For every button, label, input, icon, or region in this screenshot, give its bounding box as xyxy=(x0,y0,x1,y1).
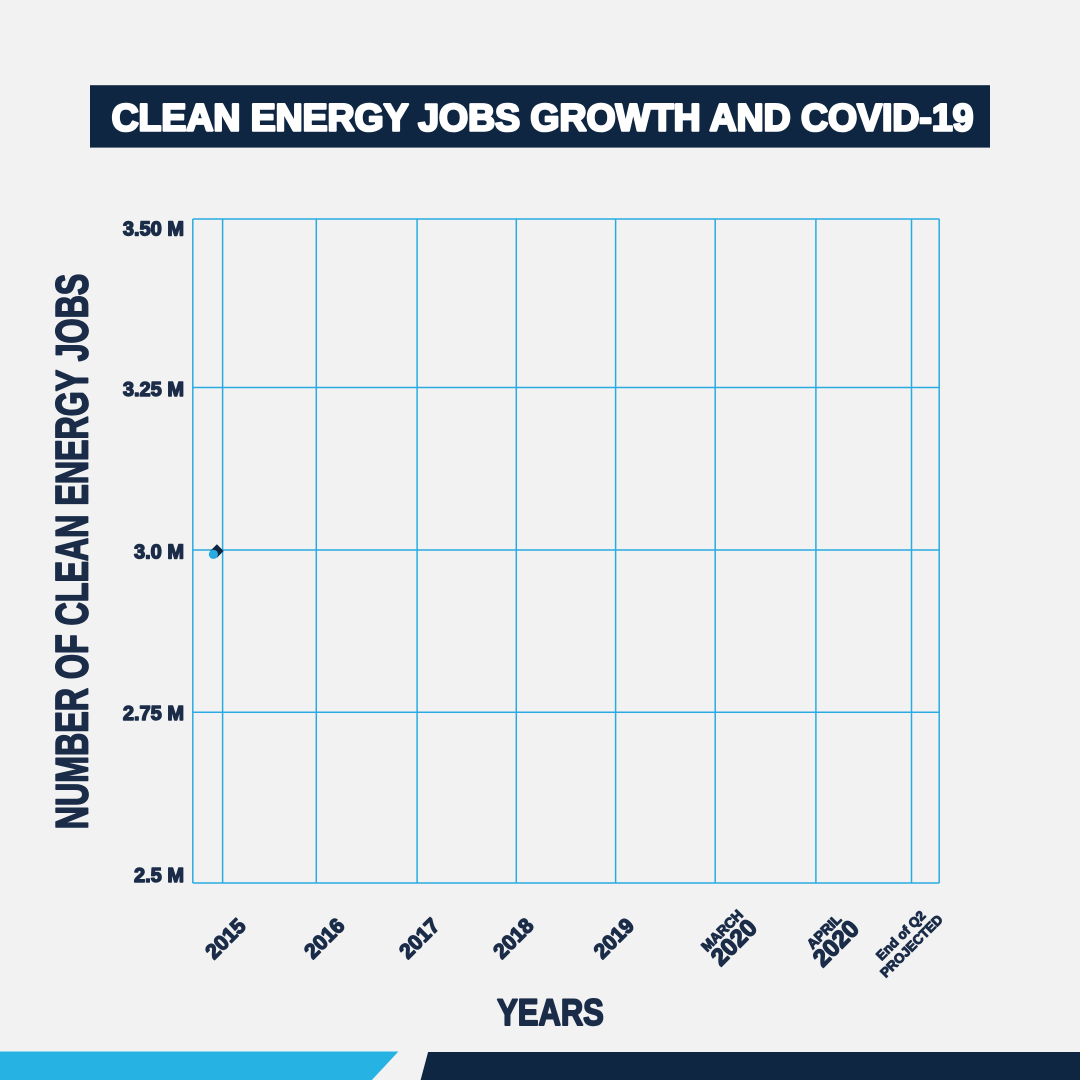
svg-text:2016: 2016 xyxy=(300,914,349,963)
svg-text:CLEAN ENERGY JOBS GROWTH AND C: CLEAN ENERGY JOBS GROWTH AND COVID-19 xyxy=(112,96,974,138)
svg-text:2.75 M: 2.75 M xyxy=(123,703,184,725)
svg-text:2020: 2020 xyxy=(706,914,763,971)
svg-text:3.50 M: 3.50 M xyxy=(123,219,184,241)
svg-text:3.25 M: 3.25 M xyxy=(123,379,184,401)
svg-text:3.0 M: 3.0 M xyxy=(134,541,184,563)
svg-text:2019: 2019 xyxy=(590,914,639,963)
svg-text:2015: 2015 xyxy=(201,914,251,964)
svg-text:2017: 2017 xyxy=(395,914,444,963)
svg-text:NUMBER OF CLEAN ENERGY JOBS: NUMBER OF CLEAN ENERGY JOBS xyxy=(48,274,97,830)
svg-text:2018: 2018 xyxy=(489,914,539,964)
svg-text:YEARS: YEARS xyxy=(497,993,604,1034)
svg-text:2020: 2020 xyxy=(808,915,865,972)
svg-text:2.5 M: 2.5 M xyxy=(134,865,184,887)
